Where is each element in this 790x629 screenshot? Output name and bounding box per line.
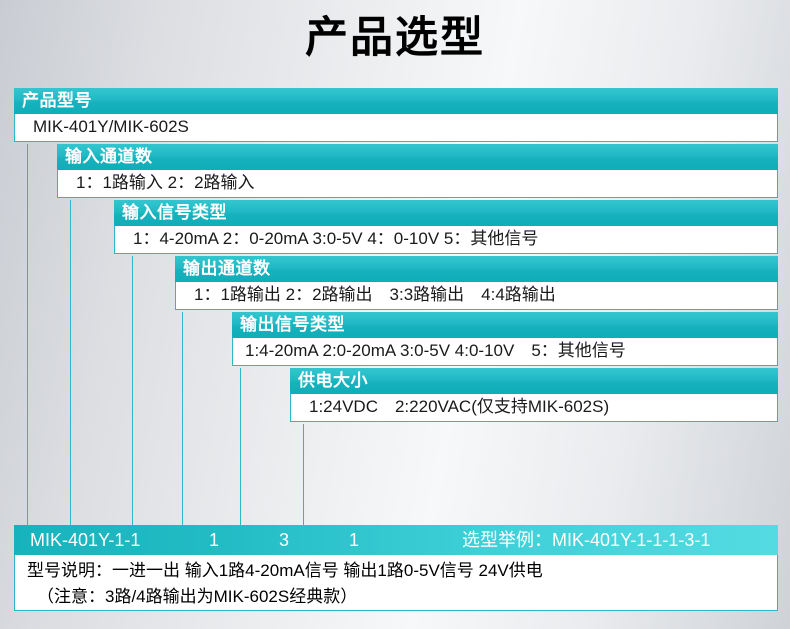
ladder-level-product-model: 产品型号 MIK-401Y/MIK-602S: [14, 88, 778, 142]
level-value-power-supply: 1:24VDC 2:220VAC(仅支持MIK-602S): [290, 394, 778, 422]
page-title: 产品选型: [305, 14, 485, 62]
ladder-level-input-channel-count: 输入通道数 1：1路输入 2：2路输入: [57, 144, 778, 198]
level-header-input-channel-count: 输入通道数: [57, 144, 778, 170]
note-line-description: 型号说明：一进一出 输入1路4-20mA信号 输出1路0-5V信号 24V供电: [27, 561, 543, 580]
level-header-output-channel-count: 输出通道数: [175, 256, 778, 282]
connector-line-level-6: [303, 424, 304, 525]
level-value-input-channel-count: 1：1路输入 2：2路输入: [57, 170, 778, 198]
level-value-output-channel-count: 1：1路输出 2：2路输出 3:3路输出 4:4路输出: [175, 282, 778, 310]
note-line-caution: （注意：3路/4路输出为MIK-602S经典款）: [37, 587, 358, 606]
connector-line-level-4: [182, 312, 183, 525]
level-header-input-signal-type: 输入信号类型: [114, 200, 778, 226]
selection-ladder-diagram: 产品型号 MIK-401Y/MIK-602S 输入通道数 1：1路输入 2：2路…: [0, 88, 790, 528]
summary-digit-2: 3: [278, 530, 289, 550]
connector-line-level-3: [132, 256, 133, 525]
level-value-product-model: MIK-401Y/MIK-602S: [14, 114, 778, 142]
ladder-level-power-supply: 供电大小 1:24VDC 2:220VAC(仅支持MIK-602S): [290, 368, 778, 422]
summary-digit-3: 1: [348, 530, 359, 550]
model-description-note: 型号说明：一进一出 输入1路4-20mA信号 输出1路0-5V信号 24V供电 …: [14, 555, 778, 611]
level-header-power-supply: 供电大小: [290, 368, 778, 394]
connector-line-level-5: [240, 368, 241, 525]
level-header-product-model: 产品型号: [14, 88, 778, 114]
summary-digit-1: 1: [208, 530, 219, 550]
connector-line-level-2: [70, 200, 71, 525]
connector-line-level-1: [27, 144, 28, 525]
ladder-level-output-channel-count: 输出通道数 1：1路输出 2：2路输出 3:3路输出 4:4路输出: [175, 256, 778, 310]
level-value-input-signal-type: 1：4-20mA 2：0-20mA 3:0-5V 4：0-10V 5：其他信号: [114, 226, 778, 254]
summary-code-bar: MIK-401Y-1-1 1 3 1 选型举例：MIK-401Y-1-1-1-3…: [14, 525, 778, 555]
level-value-output-signal-type: 1:4-20mA 2:0-20mA 3:0-5V 4:0-10V 5：其他信号: [232, 338, 778, 366]
summary-code-main: MIK-401Y-1-1: [30, 530, 141, 550]
ladder-level-input-signal-type: 输入信号类型 1：4-20mA 2：0-20mA 3:0-5V 4：0-10V …: [114, 200, 778, 254]
level-header-output-signal-type: 输出信号类型: [232, 312, 778, 338]
summary-example-code: 选型举例：MIK-401Y-1-1-1-3-1: [462, 530, 711, 550]
ladder-level-output-signal-type: 输出信号类型 1:4-20mA 2:0-20mA 3:0-5V 4:0-10V …: [232, 312, 778, 366]
